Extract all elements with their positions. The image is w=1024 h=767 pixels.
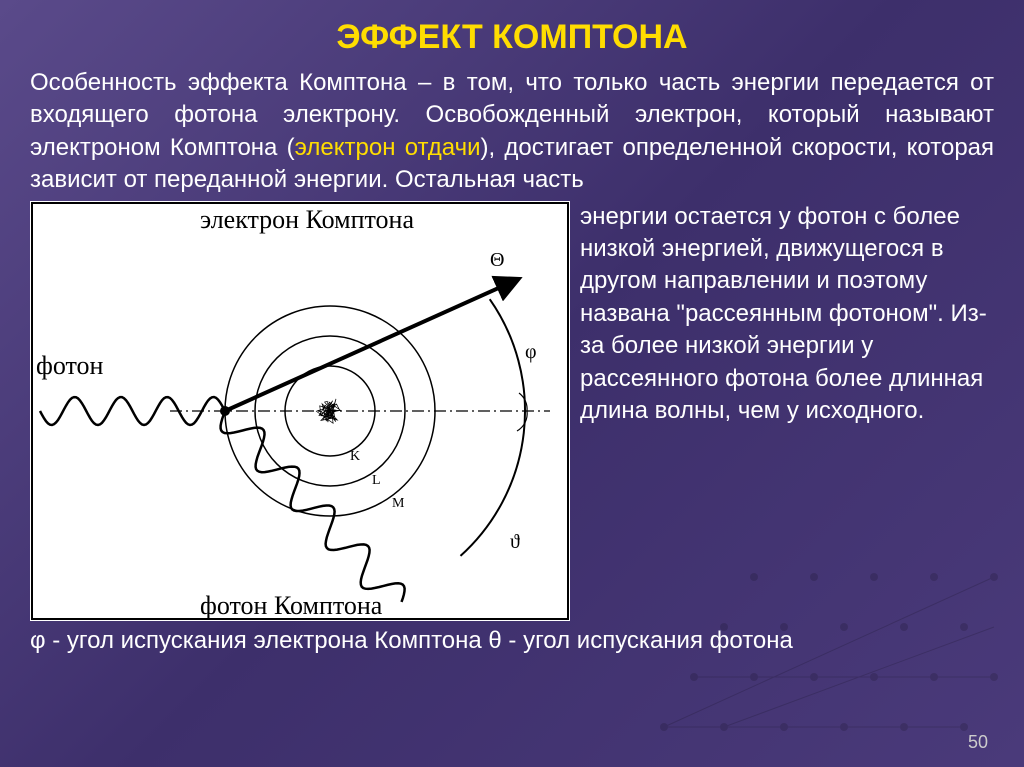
page-number: 50: [968, 732, 988, 753]
label-incoming-photon: фотон: [36, 351, 103, 381]
label-shell-k: K: [350, 449, 360, 465]
label-theta-bot: ϑ: [510, 531, 520, 554]
recoil-electron-term: электрон отдачи: [295, 134, 481, 161]
intro-paragraph: Особенность эффекта Комптона – в том, чт…: [30, 67, 994, 197]
side-paragraph: энергии остается у фотон с более низкой …: [580, 201, 994, 621]
label-phi: φ: [525, 341, 537, 364]
content-row: фотон электрон Комптона фотон Комптона Θ…: [30, 201, 994, 621]
label-compton-electron: электрон Комптона: [200, 205, 414, 235]
label-compton-photon: фотон Комптона: [200, 591, 382, 621]
slide: ЭФФЕКТ КОМПТОНА Особенность эффекта Комп…: [0, 0, 1024, 767]
compton-diagram: фотон электрон Комптона фотон Комптона Θ…: [30, 201, 570, 621]
label-shell-l: L: [372, 473, 381, 489]
slide-title: ЭФФЕКТ КОМПТОНА: [30, 18, 994, 57]
label-theta-top: Θ: [490, 249, 504, 272]
label-shell-m: M: [392, 496, 404, 512]
footer-caption: φ - угол испускания электрона Комптона θ…: [30, 627, 994, 655]
